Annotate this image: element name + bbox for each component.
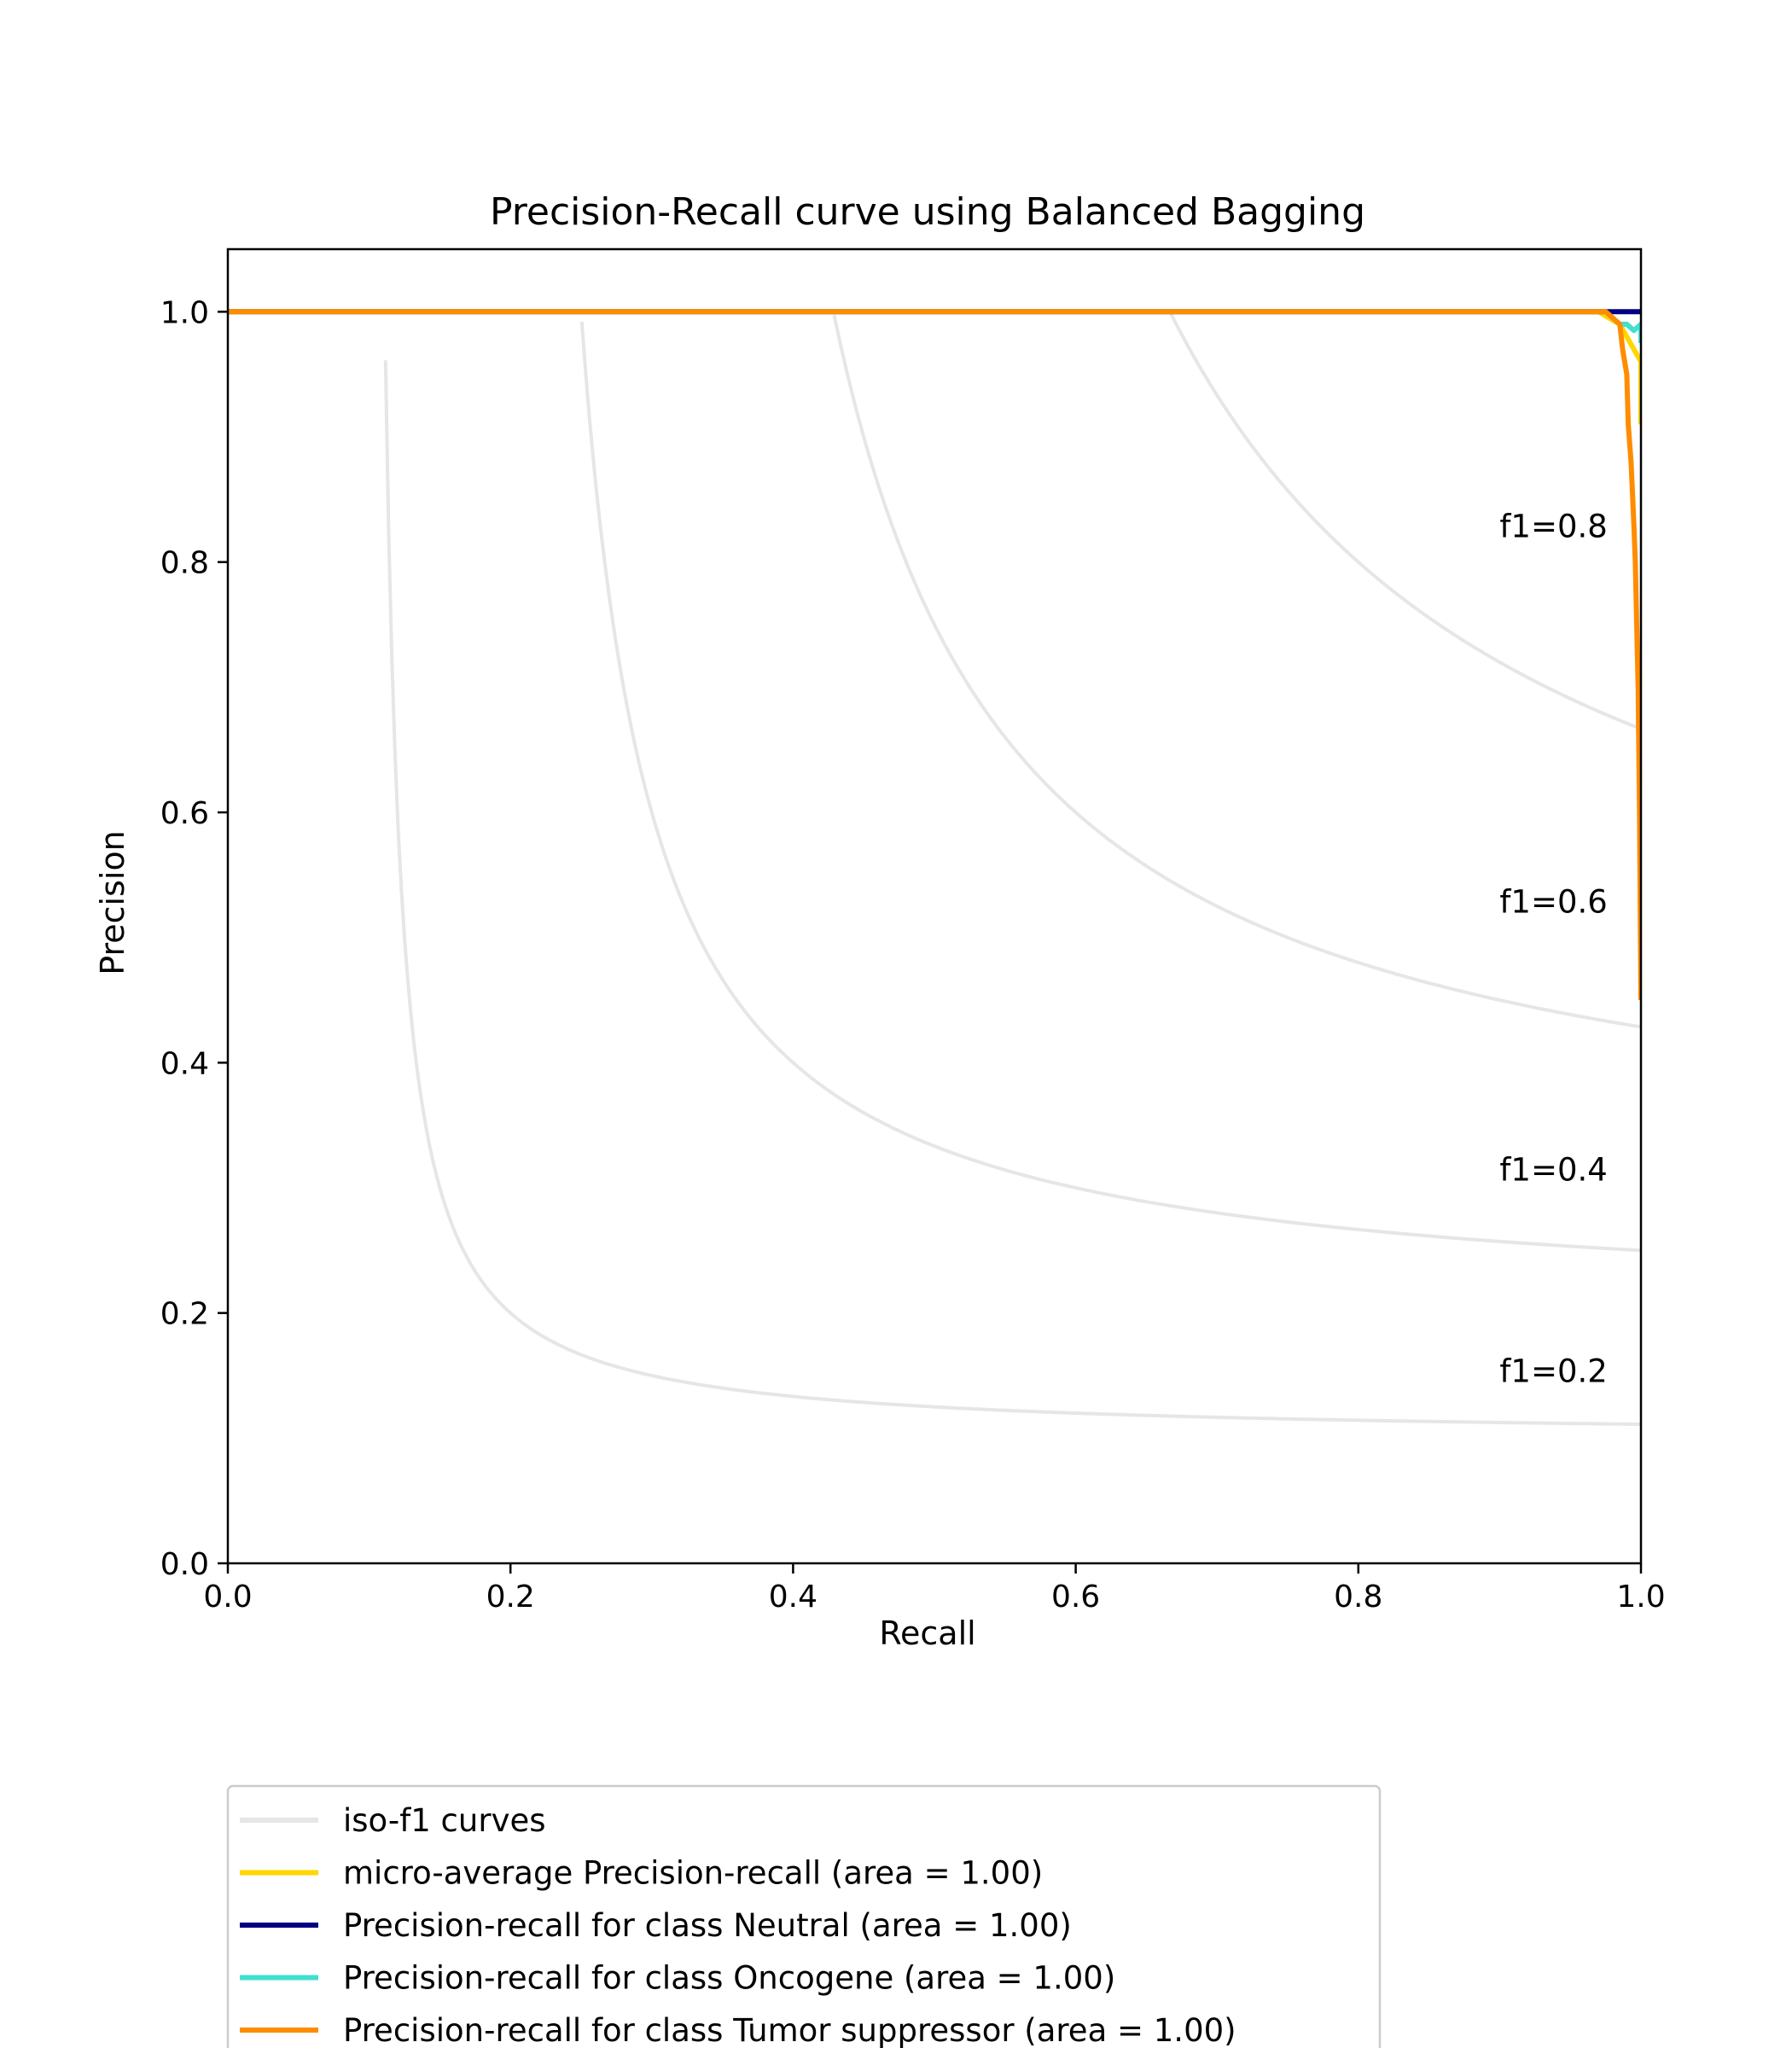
legend: iso-f1 curves micro-average Precision-rec… bbox=[226, 1784, 1382, 2048]
iso-f1-label: f1=0.6 bbox=[1499, 883, 1607, 920]
legend-label: Precision-recall for class Neutral (area… bbox=[343, 1907, 1072, 1944]
legend-box bbox=[226, 1784, 1382, 2048]
legend-label: iso-f1 curves bbox=[343, 1802, 546, 1839]
legend-label: Precision-recall for class Oncogene (are… bbox=[343, 1960, 1115, 1997]
chart-title: Precision-Recall curve using Balanced Ba… bbox=[490, 190, 1365, 234]
iso-f1-label: f1=0.8 bbox=[1499, 508, 1607, 544]
iso-f1-curve bbox=[832, 314, 1641, 1029]
legend-label: Precision-recall for class Tumor suppres… bbox=[343, 2012, 1236, 2048]
x-tick-label: 0.8 bbox=[1334, 1580, 1382, 1615]
x-tick-label: 0.4 bbox=[769, 1580, 817, 1615]
iso-f1-curve bbox=[383, 360, 1641, 1426]
y-axis-label: Precision bbox=[94, 830, 131, 975]
x-tick-label: 1.0 bbox=[1616, 1580, 1665, 1615]
series-line bbox=[228, 309, 1641, 1001]
y-tick-label: 0.0 bbox=[160, 1547, 209, 1582]
x-tick-label: 0.6 bbox=[1051, 1580, 1100, 1615]
plot-frame bbox=[226, 247, 1643, 1565]
series-line bbox=[228, 309, 1641, 425]
y-tick-label: 0.8 bbox=[160, 546, 209, 581]
iso-f1-label: f1=0.4 bbox=[1499, 1152, 1607, 1189]
y-tick-label: 1.0 bbox=[160, 295, 209, 330]
plot-area: f1=0.2 f1=0.4 f1=0.6 f1=0.8 0.0 0.2 0.4 0.6 0.8 1… bbox=[160, 247, 1666, 1615]
x-axis-label: Recall bbox=[879, 1615, 975, 1652]
legend-label: micro-average Precision-recall (area = 1… bbox=[343, 1855, 1043, 1892]
iso-f1-curve bbox=[1169, 312, 1641, 731]
series-line bbox=[228, 309, 1641, 343]
iso-f1-curve bbox=[579, 321, 1641, 1253]
x-tick-label: 0.2 bbox=[486, 1580, 535, 1615]
x-tick-label: 0.0 bbox=[203, 1580, 252, 1615]
iso-f1-label: f1=0.2 bbox=[1499, 1353, 1607, 1389]
y-tick-label: 0.2 bbox=[160, 1297, 209, 1332]
y-tick-label: 0.4 bbox=[160, 1046, 209, 1081]
y-tick-label: 0.6 bbox=[160, 796, 209, 831]
